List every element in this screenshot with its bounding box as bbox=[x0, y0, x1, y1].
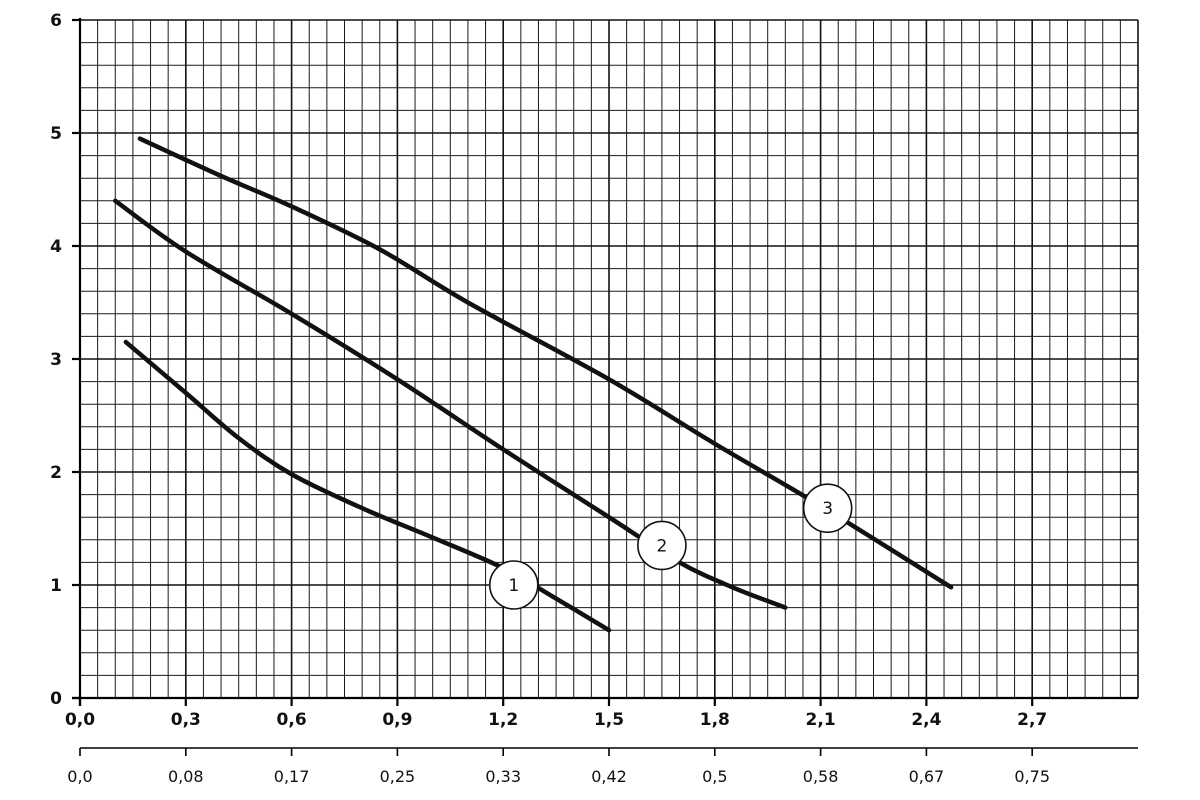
y-tick-label: 3 bbox=[50, 350, 62, 370]
curve-2-label: 2 bbox=[656, 536, 667, 556]
secondary-x-axis-ticks: 0,0 0,08 0,17 0,25 0,33 0,42 0,5 0,58 0,67 0,75 bbox=[67, 748, 1050, 786]
x-tick-label: 2,1 bbox=[806, 710, 836, 730]
x-tick-label: 0,0 bbox=[65, 710, 95, 730]
secondary-x-tick-label: 0,75 bbox=[1014, 767, 1050, 786]
curve-1-label-bubble bbox=[488, 560, 539, 610]
x-tick-label: 2,4 bbox=[911, 710, 941, 730]
y-tick-label: 6 bbox=[50, 11, 62, 31]
y-tick-label: 1 bbox=[50, 576, 62, 596]
x-tick-label: 2,7 bbox=[1017, 710, 1047, 730]
x-tick-label: 0,3 bbox=[171, 710, 201, 730]
x-axis-ticks: 0,0 0,3 0,6 0,9 1,2 1,5 1,8 2,1 2,4 2,7 bbox=[65, 698, 1047, 730]
x-tick-label: 0,6 bbox=[277, 710, 307, 730]
secondary-x-tick-label: 0,67 bbox=[909, 767, 945, 786]
secondary-x-tick-label: 0,0 bbox=[67, 767, 92, 786]
secondary-x-tick-label: 0,58 bbox=[803, 767, 839, 786]
secondary-x-tick-label: 0,33 bbox=[485, 767, 521, 786]
y-tick-label: 4 bbox=[50, 237, 62, 257]
y-tick-label: 5 bbox=[50, 124, 62, 144]
x-tick-label: 1,8 bbox=[700, 710, 730, 730]
secondary-x-tick-label: 0,42 bbox=[591, 767, 627, 786]
secondary-x-tick-label: 0,5 bbox=[702, 767, 727, 786]
x-tick-label: 0,9 bbox=[382, 710, 412, 730]
curve-3-line bbox=[137, 136, 954, 590]
y-tick-label: 0 bbox=[50, 689, 62, 709]
chart-grid bbox=[79, 19, 1139, 699]
curve-2-label-bubble bbox=[637, 520, 687, 571]
curves bbox=[113, 136, 954, 633]
curve-2-line bbox=[113, 198, 788, 610]
curve-labels: 1 2 3 bbox=[488, 483, 853, 610]
curve-3-label: 3 bbox=[822, 499, 833, 519]
secondary-x-tick-label: 0,25 bbox=[380, 767, 416, 786]
secondary-x-tick-label: 0,08 bbox=[168, 767, 204, 786]
x-tick-label: 1,5 bbox=[594, 710, 624, 730]
curve-3-label-bubble bbox=[802, 483, 853, 533]
y-tick-label: 2 bbox=[50, 463, 62, 483]
secondary-x-tick-label: 0,17 bbox=[274, 767, 310, 786]
y-axis-ticks: 0 1 2 3 4 5 6 bbox=[50, 11, 80, 709]
curve-1-label: 1 bbox=[508, 576, 519, 596]
chart-axes bbox=[72, 18, 1138, 749]
x-tick-label: 1,2 bbox=[488, 710, 518, 730]
